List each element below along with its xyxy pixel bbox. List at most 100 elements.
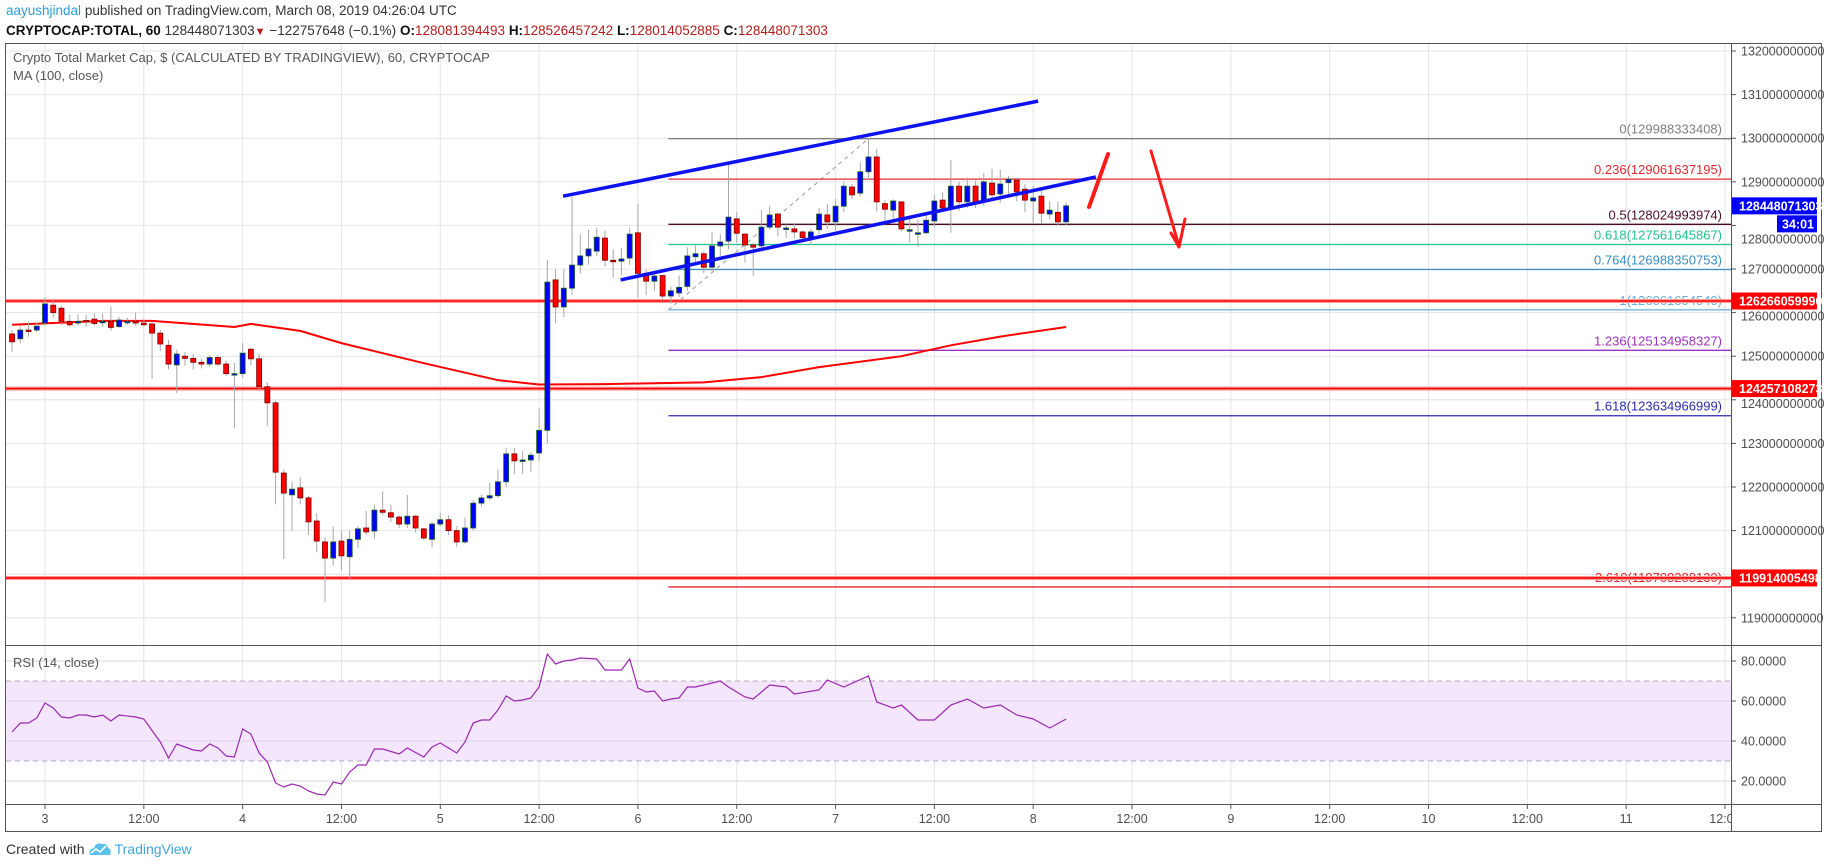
author-link[interactable]: aayushjindal [6,3,82,18]
candle-body[interactable] [272,402,279,473]
candle-body[interactable] [593,236,600,252]
candle-body[interactable] [17,329,24,340]
candle-body[interactable] [585,248,592,257]
candle-body[interactable] [569,264,575,289]
candle-body[interactable] [1055,211,1061,223]
candle-body[interactable] [766,214,773,228]
candle-body[interactable] [396,516,403,525]
candle-body[interactable] [915,232,921,235]
ma-line[interactable] [12,319,1067,386]
candle-body[interactable] [91,318,98,324]
candle-body[interactable] [486,495,493,499]
candle-body[interactable] [692,253,699,258]
candle-body[interactable] [635,232,641,274]
candle-body[interactable] [173,353,180,366]
candle-body[interactable] [83,320,90,323]
candle-body[interactable] [198,361,205,365]
candle-body[interactable] [536,429,542,454]
candle-body[interactable] [849,186,855,196]
candle-body[interactable] [256,358,263,388]
candle-body[interactable] [264,386,271,404]
candle-body[interactable] [956,185,962,203]
candle-body[interactable] [873,156,880,203]
candle-body[interactable] [330,541,337,559]
candle-body[interactable] [684,255,691,287]
candle-body[interactable] [190,357,197,363]
candle-body[interactable] [9,333,15,343]
candle-body[interactable] [626,233,633,259]
candle-body[interactable] [659,275,666,297]
trendline[interactable] [562,99,1039,198]
candle-body[interactable] [939,199,946,209]
candle-body[interactable] [404,515,411,525]
candle-body[interactable] [1063,205,1070,223]
candle-body[interactable] [42,303,48,324]
candle-body[interactable] [865,156,872,173]
candle-body[interactable] [503,453,510,483]
candle-body[interactable] [33,325,40,331]
candle-body[interactable] [239,352,246,375]
candle-body[interactable] [1030,197,1037,202]
candle-body[interactable] [25,329,32,332]
candle-body[interactable] [297,487,304,499]
candle-body[interactable] [750,244,757,248]
trendline[interactable] [620,175,1097,282]
candle-body[interactable] [667,290,674,297]
candle-body[interactable] [725,216,732,242]
candle-body[interactable] [783,227,790,230]
candle-body[interactable] [215,357,221,365]
candle-body[interactable] [107,320,114,328]
candle-body[interactable] [247,348,254,360]
candle-body[interactable] [453,530,460,543]
candle-body[interactable] [709,245,715,268]
candle-body[interactable] [140,322,147,326]
candle-body[interactable] [1046,209,1053,215]
candle-body[interactable] [560,287,567,308]
candle-body[interactable] [124,320,131,324]
candle-body[interactable] [964,185,971,203]
price-pane[interactable]: 0(129988333408) 0.236(129061637195) 0.5(12… [6,122,1731,603]
ma-legend[interactable]: MA (100, close) [13,68,104,83]
rsi-legend[interactable]: RSI (14, close) [13,655,99,670]
candle-body[interactable] [610,259,617,263]
candle-body[interactable] [313,520,320,542]
candle-body[interactable] [857,171,864,194]
candle-body[interactable] [1013,179,1020,193]
candle-body[interactable] [182,355,188,359]
candle-body[interactable] [527,454,534,461]
up-arrow-drawing[interactable] [1087,152,1110,209]
candle-body[interactable] [75,320,81,324]
rsi-pane[interactable] [6,652,1731,796]
candle-body[interactable] [371,509,378,532]
candle-body[interactable] [717,241,724,247]
candle-body[interactable] [420,528,427,539]
candle-body[interactable] [363,527,370,533]
candle-body[interactable] [511,453,518,462]
candle-body[interactable] [99,320,106,324]
drawings[interactable] [562,99,1187,282]
series-legend[interactable]: Crypto Total Market Cap, $ (CALCULATED B… [13,50,490,65]
candle-body[interactable] [824,214,831,223]
candle-body[interactable] [997,183,1004,195]
candle-body[interactable] [462,527,468,543]
rsi-line[interactable] [11,652,1067,796]
candle-body[interactable] [577,255,584,266]
candle-body[interactable] [429,523,435,540]
candle-body[interactable] [132,320,139,324]
candle-body[interactable] [602,237,608,261]
candle-body[interactable] [758,226,765,247]
candle-body[interactable] [116,319,123,327]
candle-body[interactable] [972,185,979,203]
candle-body[interactable] [305,497,312,523]
candle-body[interactable] [947,185,954,209]
candle-body[interactable] [791,228,798,233]
tradingview-link[interactable]: TradingView [114,841,192,857]
candle-body[interactable] [379,509,386,513]
candle-body[interactable] [165,344,172,365]
candle-body[interactable] [445,519,452,532]
candle-body[interactable] [66,320,73,326]
candle-body[interactable] [478,497,485,504]
candle-body[interactable] [338,540,345,557]
candle-body[interactable] [742,233,748,246]
candle-body[interactable] [149,323,155,334]
